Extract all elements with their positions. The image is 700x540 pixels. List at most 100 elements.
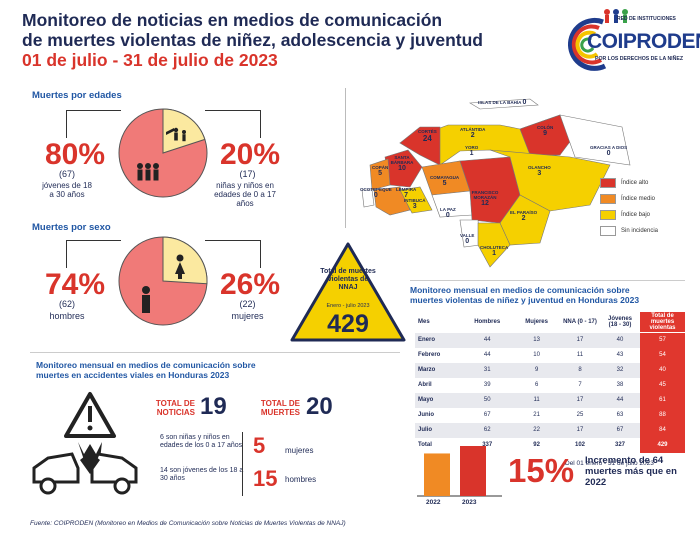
edades-left-count: (67)	[58, 169, 75, 179]
map-copan	[369, 158, 391, 191]
table-cell: Julio	[415, 422, 462, 438]
bar-label-2023: 2023	[462, 499, 477, 506]
table-cell: 61	[640, 392, 685, 408]
edades-pie-chart	[118, 108, 208, 198]
footer-prefix: Fuente: COIPRODEN	[30, 520, 94, 527]
table-cell: 43	[600, 347, 640, 363]
table-cell: Abril	[415, 377, 462, 393]
map-label-intibuca: INTIBUCÁ 3	[404, 198, 426, 210]
sexo-left-connector	[66, 240, 121, 241]
col-header-mes: Mes	[415, 312, 462, 333]
table-cell: Total	[415, 437, 462, 453]
hombres-value: 15	[253, 466, 278, 491]
legend-label-alto: Índice alto	[621, 180, 649, 186]
title-line-2: de muertes violentas de niñez, adolescen…	[22, 30, 483, 50]
table-row: Julio 62 22 17 67 84	[415, 422, 685, 438]
legend-item-bajo: Índice bajo	[600, 210, 658, 220]
edades-right-count: (17)	[239, 169, 256, 179]
table-row: Junio 67 21 25 63 88	[415, 407, 685, 423]
map-label-la-paz: LA PAZ 0	[440, 207, 456, 219]
map-label-atlantida: ATLÁNTIDA 2	[460, 127, 486, 139]
table-cell: 6	[513, 377, 560, 393]
table-cell: 7	[560, 377, 600, 393]
viales-title-line-1: Monitoreo mensual en medios de comunicac…	[36, 360, 256, 370]
col-header-nna: NNA (0 - 17)	[560, 312, 600, 333]
table-cell: 92	[513, 437, 560, 453]
table-cell: 429	[640, 437, 685, 453]
table-cell: Marzo	[415, 362, 462, 378]
legend-swatch-bajo	[600, 210, 616, 220]
table-row: Abril 39 6 7 38 45	[415, 377, 685, 393]
monthly-table: Mes Hombres Mujeres NNA (0 - 17) Jóvenes…	[415, 312, 685, 453]
total-value: 429	[327, 310, 369, 338]
map-label-copan: COPÁN 5	[372, 165, 389, 177]
sexo-right-count: (22)	[239, 299, 256, 309]
table-header-row: Mes Hombres Mujeres NNA (0 - 17) Jóvenes…	[415, 312, 685, 333]
bar-2023	[460, 446, 486, 496]
jovenes-text: 14 son jóvenes de los 18 a 30 años	[160, 467, 244, 482]
increment-bar-chart	[417, 446, 502, 497]
children-figures-icon	[166, 127, 186, 142]
edades-left-desc: jóvenes de 18 a 30 años	[42, 181, 92, 199]
table-cell: 40	[600, 332, 640, 348]
logo-tag-bottom: POR LOS DERECHOS DE LA NIÑEZ	[595, 56, 684, 62]
sexo-pie-chart	[118, 236, 208, 326]
table-cell: 67	[461, 407, 514, 423]
table-cell: 45	[640, 377, 685, 393]
map-ocotepeque	[361, 189, 375, 208]
table-row: Enero 44 13 17 40 57	[415, 332, 685, 348]
map-label-francisco-morazan: FRANCISCO MORAZÁN 12	[471, 190, 499, 207]
table-cell: 22	[513, 422, 560, 438]
date-range: 01 de julio - 31 de julio de 2023	[22, 50, 278, 70]
edades-right-connector	[205, 110, 260, 111]
table-cell: 327	[600, 437, 640, 453]
edades-left-pct: 80%	[45, 138, 106, 171]
monthly-title: Monitoreo mensual en medios de comunicac…	[410, 285, 639, 305]
legend-label-bajo: Índice bajo	[621, 212, 651, 218]
map-lempira	[373, 186, 411, 216]
table-cell: Mayo	[415, 392, 462, 408]
total-triangle	[290, 242, 406, 342]
map-label-lempira: LEMPIRA 7	[396, 187, 417, 199]
table-cell: Febrero	[415, 347, 462, 363]
man-figure-icon	[142, 286, 150, 313]
table-cell: Junio	[415, 407, 462, 423]
woman-figure-icon	[175, 254, 185, 279]
map-olancho	[489, 149, 611, 212]
map-label-ocotepeque: OCOTEPEQUE 0	[360, 187, 392, 199]
mujeres-label: mujeres	[285, 446, 314, 455]
increment-text: Incremento de 64 muertes más que en 2022	[585, 455, 677, 488]
col-header-hombres: Hombres	[461, 312, 514, 333]
viales-title: Monitoreo mensual en medios de comunicac…	[36, 360, 256, 380]
coiproden-logo: RED DE INSTITUCIONES COIPRODEN POR LOS D…	[565, 8, 700, 73]
noticias-value: 19	[200, 393, 227, 420]
col-header-total: Total de muertes violentas	[640, 312, 685, 333]
map-label-cortes: CORTÉS 24	[418, 129, 437, 143]
sexo-right-connector	[205, 240, 260, 241]
sexo-right-desc: mujeres	[231, 311, 264, 321]
table-cell: 84	[640, 422, 685, 438]
map-gracias-a-dios	[559, 114, 631, 166]
map-intibuca	[399, 186, 433, 214]
col-header-mujeres: Mujeres	[513, 312, 560, 333]
sexo-left-count: (62)	[58, 299, 75, 309]
map-label-comayagua: COMAYAGUA 5	[430, 175, 460, 187]
table-cell: 13	[513, 332, 560, 348]
sexo-section-title: Muertes por sexo	[32, 222, 111, 233]
muertes-value: 20	[306, 393, 333, 420]
adults-figures-icon	[137, 163, 159, 181]
edades-right-connector-v	[260, 110, 261, 138]
map-legend: Índice alto Índice medio Índice bajo Sin…	[600, 178, 658, 236]
table-cell: 17	[560, 422, 600, 438]
viales-vertical-divider	[242, 432, 243, 496]
mujeres-value: 5	[253, 433, 266, 458]
legend-item-medio: Índice medio	[600, 194, 658, 204]
table-cell: 17	[560, 332, 600, 348]
table-cell: 62	[461, 422, 514, 438]
logo-figures-icon	[604, 9, 628, 23]
footer-source: Fuente: COIPRODEN (Monitoreo en Medios d…	[30, 520, 346, 527]
edades-left-connector-v	[66, 110, 67, 138]
table-cell: 31	[461, 362, 514, 378]
table-cell: 10	[513, 347, 560, 363]
map-islas	[469, 98, 539, 110]
